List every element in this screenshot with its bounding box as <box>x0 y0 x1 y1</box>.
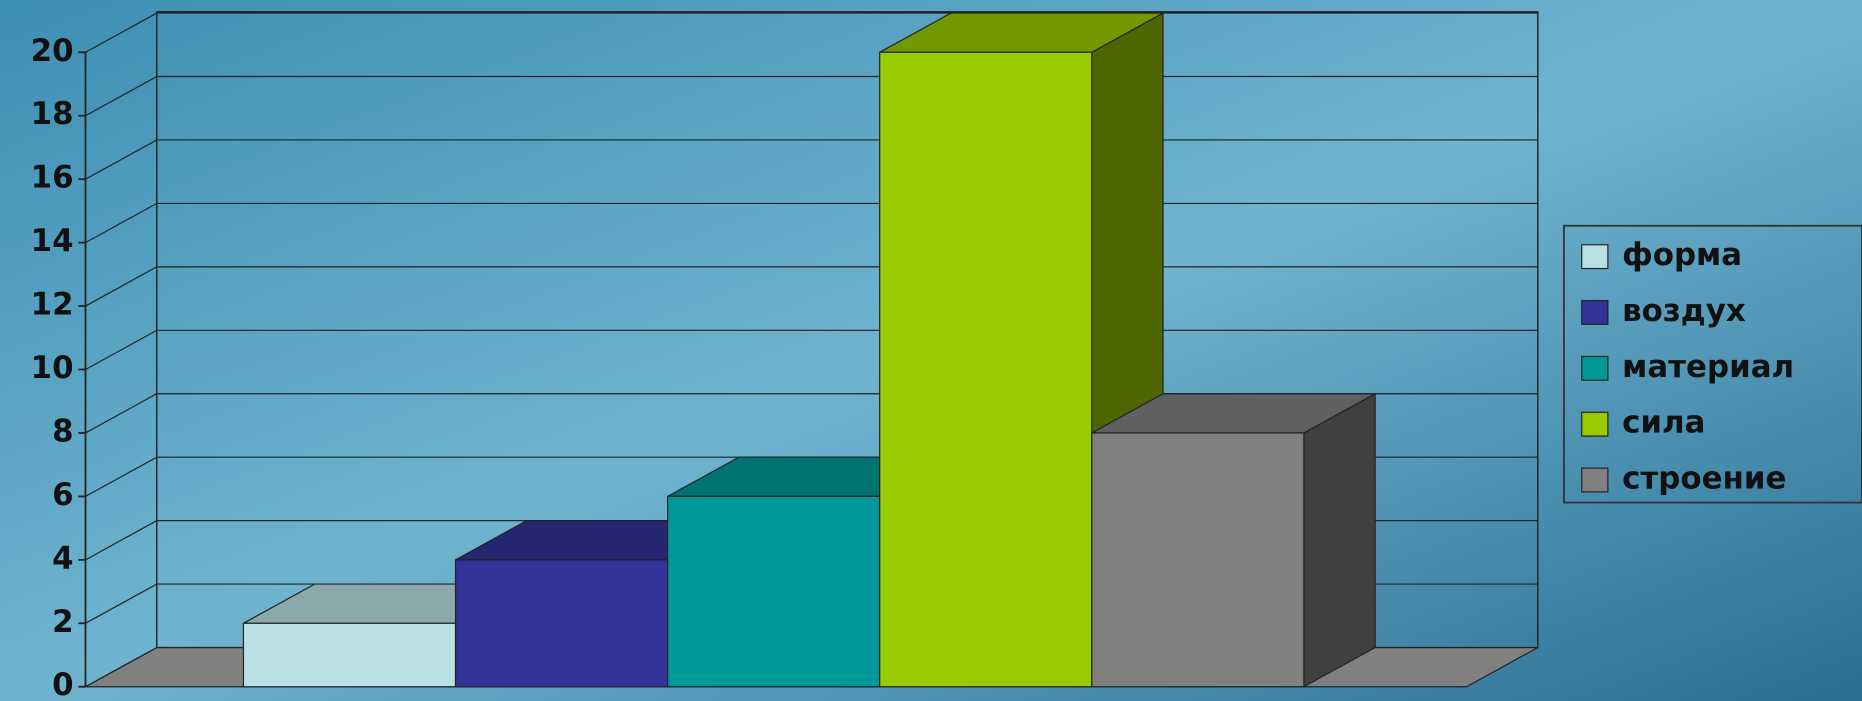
legend-swatch <box>1581 411 1609 437</box>
y-tick-label: 10 <box>31 350 74 386</box>
legend-label: воздух <box>1622 293 1746 329</box>
bar <box>667 495 881 688</box>
y-tick-label: 14 <box>31 223 74 259</box>
legend-label: форма <box>1622 237 1742 273</box>
y-tick-label: 16 <box>31 160 74 196</box>
legend-box <box>1563 224 1862 504</box>
bar <box>454 559 669 688</box>
legend-swatch <box>1581 244 1609 270</box>
y-tick-label: 2 <box>52 604 73 640</box>
legend: форма воздух материал сила строение <box>1581 237 1794 497</box>
legend-swatch <box>1581 355 1609 381</box>
y-tick-label: 4 <box>52 540 73 576</box>
bar <box>1091 432 1305 688</box>
plot-area: 0 2 4 6 8 10 12 14 16 18 20 <box>31 11 1539 701</box>
legend-label: сила <box>1622 405 1705 441</box>
y-tick-label: 0 <box>52 667 73 701</box>
legend-swatch <box>1581 300 1609 325</box>
legend-swatch <box>1581 467 1609 493</box>
legend-label: строение <box>1622 461 1786 497</box>
y-tick-label: 6 <box>52 477 73 513</box>
y-tick-label: 20 <box>31 33 74 69</box>
y-tick-label: 12 <box>31 287 74 323</box>
bar <box>879 51 1093 688</box>
y-tick-label: 18 <box>31 96 74 132</box>
legend-label: материал <box>1622 349 1794 385</box>
bar-side <box>1303 392 1376 688</box>
y-tick-label: 8 <box>52 413 73 449</box>
bar <box>242 622 457 688</box>
